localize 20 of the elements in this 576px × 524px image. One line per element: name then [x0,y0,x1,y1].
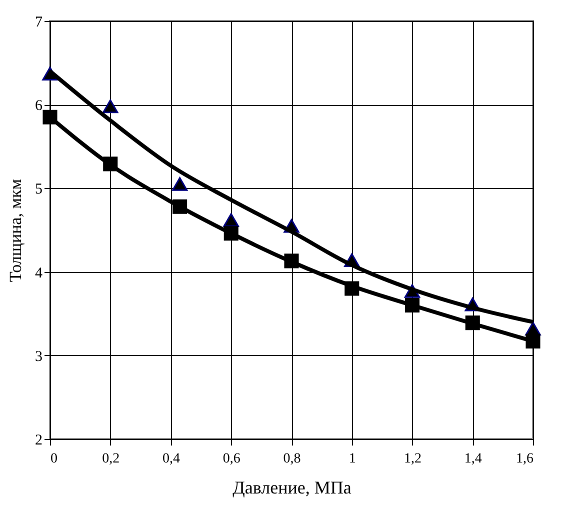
x-tick-label: 0,4 [162,452,180,466]
y-tick-label: 3 [35,348,42,365]
x-tick-label: 0,8 [283,452,301,466]
x-tick-label: 0 [50,452,58,466]
y-tick-label: 4 [35,265,43,282]
x-axis-title: Давление, МПа [232,478,352,498]
x-tick-label: 1 [348,452,356,466]
y-tick-label: 7 [35,14,43,30]
point [172,177,188,191]
point [102,99,118,114]
y-tick-label: 6 [35,98,43,114]
x-tick-label: 0,6 [222,452,240,466]
x-tick-label: 1,6 [516,452,534,466]
x-tick-label: 1,4 [464,452,482,466]
point [223,213,239,227]
y-tick-label: 5 [35,182,42,198]
y-axis-title: Толщина, мкм [6,178,25,282]
x-tick-label: 0,2 [102,452,120,466]
y-tick-label: 2 [35,432,42,448]
x-tick-label: 1,2 [404,452,422,466]
